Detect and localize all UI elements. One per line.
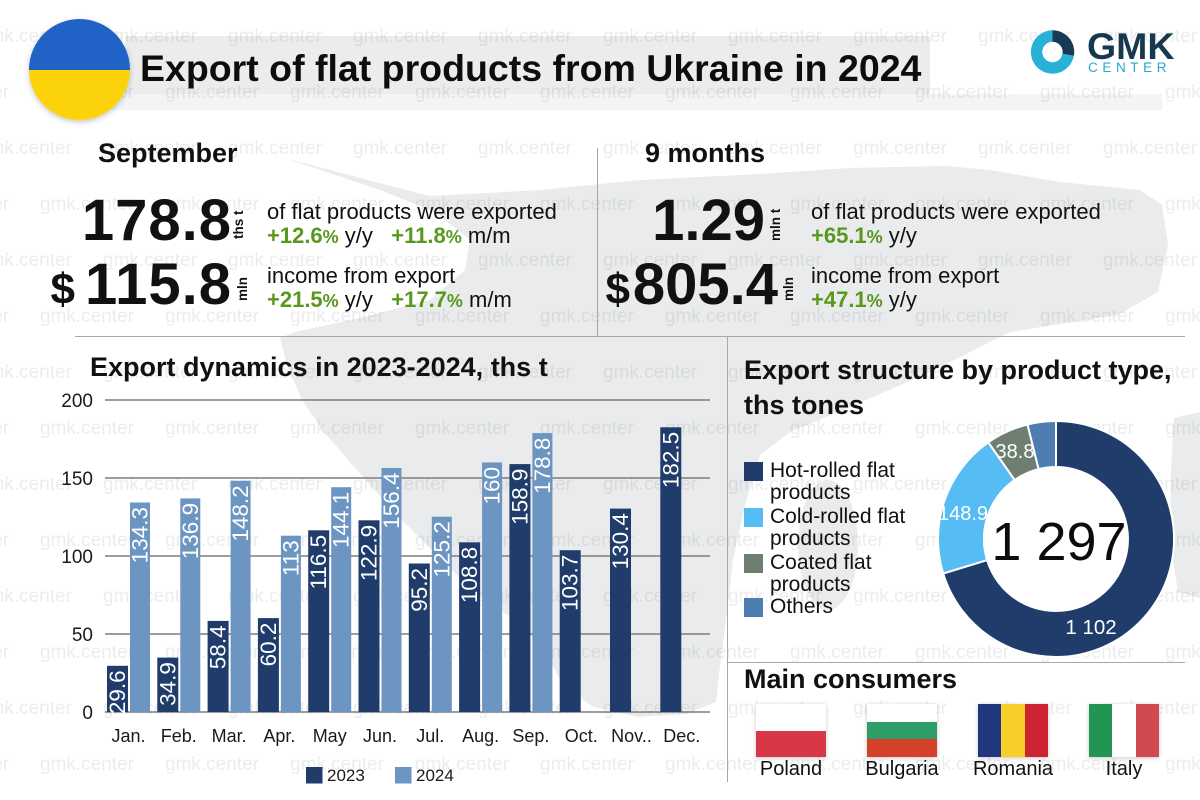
svg-text:Feb.: Feb. [161, 726, 197, 746]
svg-text:58.4: 58.4 [206, 625, 231, 669]
svg-text:148.2: 148.2 [228, 485, 253, 541]
svg-text:GMK: GMK [1087, 26, 1175, 67]
svg-text:29.6: 29.6 [105, 670, 130, 714]
svg-text:May: May [313, 726, 347, 746]
svg-text:1 297: 1 297 [991, 512, 1126, 572]
svg-text:122.9: 122.9 [357, 525, 382, 581]
svg-text:136.9: 136.9 [178, 503, 203, 559]
svg-text:Dec.: Dec. [663, 726, 700, 746]
svg-text:Apr.: Apr. [263, 726, 295, 746]
svg-text:125.2: 125.2 [429, 521, 454, 577]
svg-text:38.8: 38.8 [996, 441, 1035, 463]
svg-text:160: 160 [480, 467, 505, 505]
svg-text:1 102: 1 102 [1065, 616, 1116, 639]
svg-text:103.7: 103.7 [558, 555, 583, 611]
svg-text:60.2: 60.2 [256, 623, 281, 667]
svg-text:Mar.: Mar. [212, 726, 247, 746]
svg-text:34.9: 34.9 [155, 662, 180, 706]
svg-text:Nov..: Nov.. [611, 726, 652, 746]
svg-text:Oct.: Oct. [565, 726, 598, 746]
svg-text:178.8: 178.8 [530, 438, 555, 494]
svg-text:156.4: 156.4 [379, 473, 404, 529]
svg-text:148.9: 148.9 [938, 503, 988, 525]
svg-text:95.2: 95.2 [407, 568, 432, 612]
svg-text:50: 50 [72, 625, 93, 646]
svg-text:200: 200 [61, 391, 93, 412]
svg-text:Jan.: Jan. [111, 726, 145, 746]
svg-text:Jun.: Jun. [363, 726, 397, 746]
svg-text:113: 113 [278, 540, 303, 576]
svg-text:Jul.: Jul. [416, 726, 444, 746]
svg-text:Aug.: Aug. [462, 726, 499, 746]
svg-text:134.3: 134.3 [128, 507, 153, 563]
svg-text:158.9: 158.9 [507, 469, 532, 525]
svg-text:144.1: 144.1 [329, 492, 354, 548]
svg-text:Sep.: Sep. [512, 726, 549, 746]
svg-text:0: 0 [82, 703, 93, 724]
svg-text:CENTER: CENTER [1088, 60, 1171, 75]
svg-text:130.4: 130.4 [608, 513, 633, 569]
svg-text:2024: 2024 [416, 766, 454, 785]
svg-text:182.5: 182.5 [658, 432, 683, 488]
svg-text:2023: 2023 [327, 766, 365, 785]
svg-text:150: 150 [61, 469, 93, 490]
svg-text:108.8: 108.8 [457, 547, 482, 603]
svg-text:100: 100 [61, 547, 93, 568]
svg-text:116.5: 116.5 [306, 535, 331, 590]
